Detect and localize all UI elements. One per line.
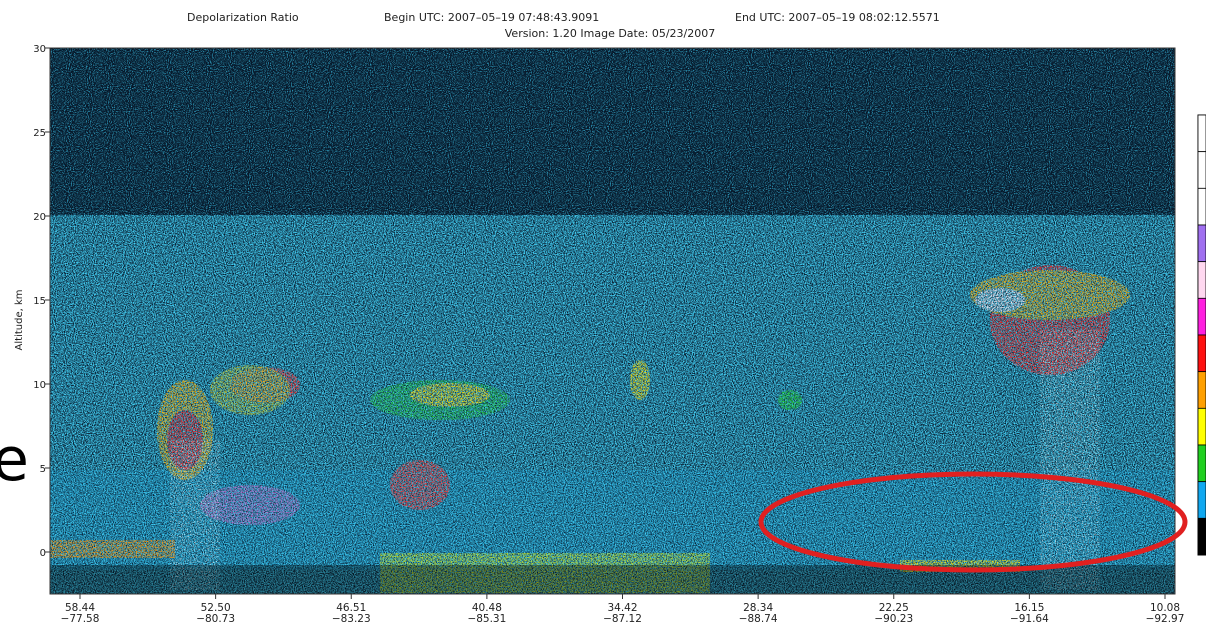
y-tick-label: 25 bbox=[33, 128, 46, 139]
x-tick-label-lon: −90.23 bbox=[874, 613, 913, 625]
curtain-image bbox=[50, 48, 1175, 595]
x-tick-label-lon: −87.12 bbox=[603, 613, 642, 625]
x-tick-label-lon: −91.64 bbox=[1010, 613, 1049, 625]
colorbar-swatch bbox=[1198, 188, 1206, 225]
y-tick-label: 30 bbox=[33, 44, 46, 55]
colorbar-swatch bbox=[1198, 115, 1206, 152]
begin-time: Begin UTC: 2007–05–19 07:48:43.9091 bbox=[384, 11, 599, 24]
colorbar-swatch bbox=[1198, 518, 1206, 555]
colorbar-swatch bbox=[1198, 482, 1206, 519]
colorbar-swatch bbox=[1198, 372, 1206, 409]
colorbar-swatch bbox=[1198, 408, 1206, 445]
x-tick-label-lon: −83.23 bbox=[332, 613, 371, 625]
x-tick-label-lon: −77.58 bbox=[61, 613, 100, 625]
surface-feature bbox=[50, 540, 175, 558]
chart-subtitle: Version: 1.20 Image Date: 05/23/2007 bbox=[505, 27, 715, 40]
y-tick-label: 10 bbox=[33, 380, 46, 391]
chart-title: Depolarization Ratio bbox=[187, 11, 299, 24]
colorbar-swatch bbox=[1198, 335, 1206, 372]
x-tick-label-lon: −88.74 bbox=[739, 613, 778, 625]
colorbar bbox=[1198, 115, 1206, 555]
x-tick-label-lon: −92.97 bbox=[1146, 613, 1185, 625]
x-tick-label-lon: −80.73 bbox=[196, 613, 235, 625]
colorbar-swatch bbox=[1198, 225, 1206, 262]
y-tick-label: 0 bbox=[40, 548, 46, 559]
chart: Depolarization Ratio Begin UTC: 2007–05–… bbox=[0, 0, 1206, 632]
colorbar-swatch bbox=[1198, 298, 1206, 335]
opaque-column bbox=[1040, 330, 1100, 590]
colorbar-swatch bbox=[1198, 152, 1206, 189]
y-tick-label: 5 bbox=[40, 464, 46, 475]
colorbar-swatch bbox=[1198, 445, 1206, 482]
y-tick-label: 20 bbox=[33, 212, 46, 223]
side-text: e bbox=[0, 425, 29, 495]
x-tick-label-lon: −85.31 bbox=[467, 613, 506, 625]
end-time: End UTC: 2007–05–19 08:02:12.5571 bbox=[735, 11, 940, 24]
y-tick-label: 15 bbox=[33, 296, 46, 307]
y-axis-label: Altitude, km bbox=[14, 290, 25, 351]
colorbar-swatch bbox=[1198, 262, 1206, 299]
